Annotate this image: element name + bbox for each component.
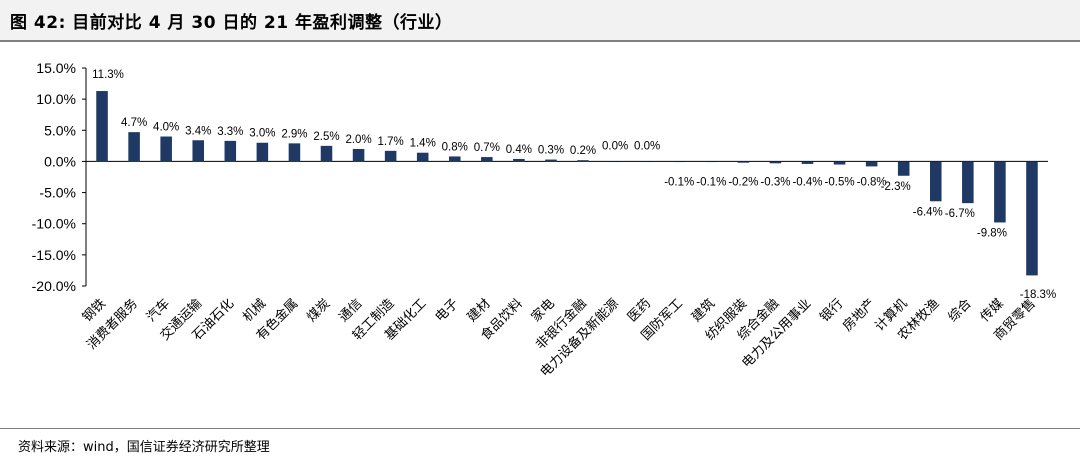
bar [513,158,525,162]
bar [545,159,557,162]
data-label: 1.7% [378,136,404,148]
bar [994,161,1006,223]
data-label: -0.4% [792,176,822,188]
data-label: -6.4% [913,206,943,218]
category-label: 煤炭 [304,296,333,325]
data-label: 2.0% [345,134,371,146]
y-tick-label: 15.0% [36,60,76,76]
bar [352,148,365,162]
bars [96,91,1038,276]
data-label: 3.3% [217,126,243,138]
data-label: 11.3% [92,69,124,81]
y-tick-label: 5.0% [44,122,76,138]
y-tick-label: -20.0% [32,278,76,294]
data-labels: 11.3% 4.7% 4.0% 3.4% 3.3% 3.0% 2.9% 2.5% 2.0% 1.7… [92,69,1056,301]
y-tick-label: 10.0% [36,91,76,107]
data-label: 0.4% [506,144,532,156]
data-label: -0.5% [825,176,855,188]
bar [833,161,846,165]
bar [769,161,782,164]
y-tick-label: 0.0% [44,153,76,169]
bar [705,161,718,163]
data-label: 1.4% [410,138,436,150]
y-tick-label: -5.0% [39,185,76,201]
y-tick-label: -10.0% [32,216,76,232]
data-label: -6.7% [945,208,975,220]
data-label: 2.5% [313,131,339,143]
data-label: -0.2% [728,176,758,188]
bar [1026,161,1038,276]
bar [929,161,942,202]
bar [160,136,172,162]
data-label: 4.0% [153,122,179,134]
bar [192,140,205,162]
bar [962,161,974,204]
bar [384,150,397,162]
bar [320,145,333,162]
bar-chart: 15.0% 10.0% 5.0% 0.0% -5.0% -10.0% -15.0% -20.0… [32,60,1057,381]
category-label: 电子 [433,296,462,325]
data-label: -0.1% [696,176,726,188]
data-label: 0.8% [442,141,468,153]
bar [224,140,237,162]
data-label: 0.0% [634,140,660,152]
bar [737,161,750,163]
figure-title-bar: 图 42: 目前对比 4 月 30 日的 21 年盈利调整（行业） [0,0,1080,42]
data-label: 4.7% [121,117,147,129]
data-label: -2.3% [881,181,911,193]
bar [96,91,108,162]
bar [865,161,878,167]
data-label: -0.3% [760,176,790,188]
figure-title: 图 42: 目前对比 4 月 30 日的 21 年盈利调整（行业） [10,13,453,33]
bar [609,161,621,163]
bar [673,161,686,163]
y-axis: 15.0% 10.0% 5.0% 0.0% -5.0% -10.0% -15.0% -20.0… [32,60,1048,294]
bar [801,161,814,164]
category-label: 综合 [946,296,975,325]
bar [481,157,493,162]
data-label: 0.7% [474,142,500,154]
data-label: 0.3% [538,145,564,157]
bar [128,132,140,162]
data-label: -0.1% [664,176,694,188]
bar [448,156,461,162]
data-label: -0.8% [857,176,887,188]
data-label: 3.4% [185,125,211,137]
data-label: 2.9% [281,128,307,140]
category-label: 房地产 [840,296,879,335]
bar [416,152,429,162]
data-label: -9.8% [977,227,1007,239]
bar [288,143,301,162]
data-label: 0.0% [602,140,628,152]
footer-divider [0,428,1080,429]
data-label: 0.2% [570,145,596,157]
source-note: 资料来源：wind，国信证券经济研究所整理 [18,440,270,455]
data-label: -18.3% [1020,289,1056,301]
bar [641,161,653,163]
bar [577,160,589,162]
bar [256,142,269,162]
bar [897,161,910,176]
data-label: 3.0% [249,128,275,140]
y-tick-label: -15.0% [32,247,76,263]
